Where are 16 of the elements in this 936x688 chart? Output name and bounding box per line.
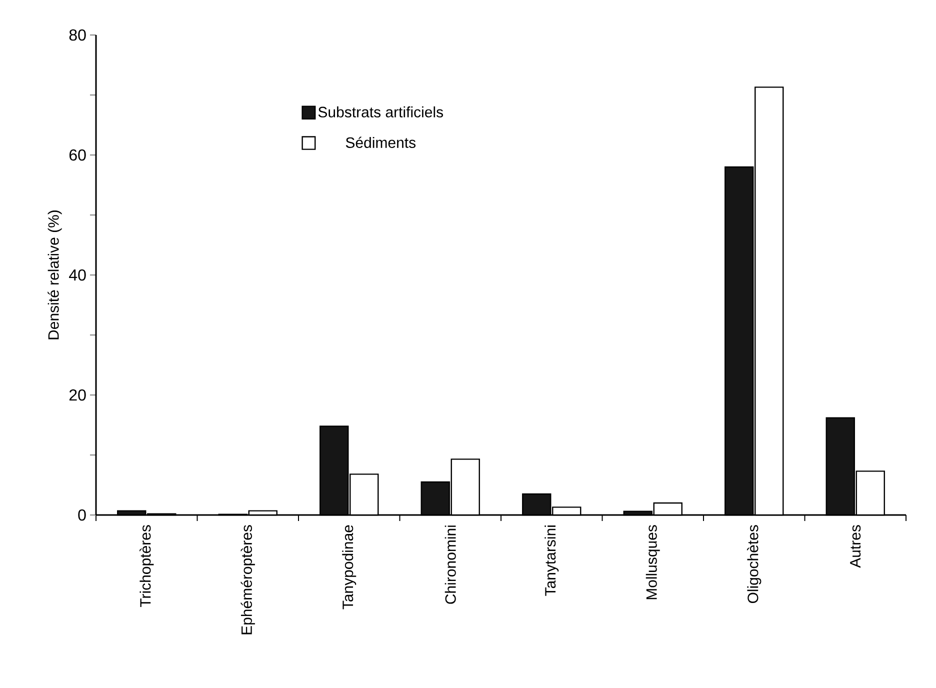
- x-tick-label: Ephéméroptères: [240, 525, 255, 634]
- legend-label: Sédiments: [346, 136, 416, 148]
- y-tick-label: 20: [69, 389, 86, 401]
- legend-label: Substrats artificiels: [318, 106, 444, 118]
- y-axis-title: Densité relative (%): [48, 210, 62, 340]
- x-tick-label: Oligochètes: [747, 525, 762, 604]
- x-tick-label: Mollusques: [646, 525, 660, 600]
- y-tick-label: 0: [78, 509, 86, 521]
- x-tick-label: Trichoptères: [140, 525, 154, 608]
- x-tick-label: Autres: [850, 525, 861, 568]
- x-tick-label: Tanytarsini: [544, 526, 559, 596]
- x-tick-label: Tanypodinae: [342, 525, 356, 610]
- y-tick-label: 60: [69, 149, 86, 161]
- x-tick-label: Chironomini: [444, 526, 456, 604]
- y-tick-label: 80: [69, 29, 86, 41]
- y-tick-label: 40: [69, 269, 86, 281]
